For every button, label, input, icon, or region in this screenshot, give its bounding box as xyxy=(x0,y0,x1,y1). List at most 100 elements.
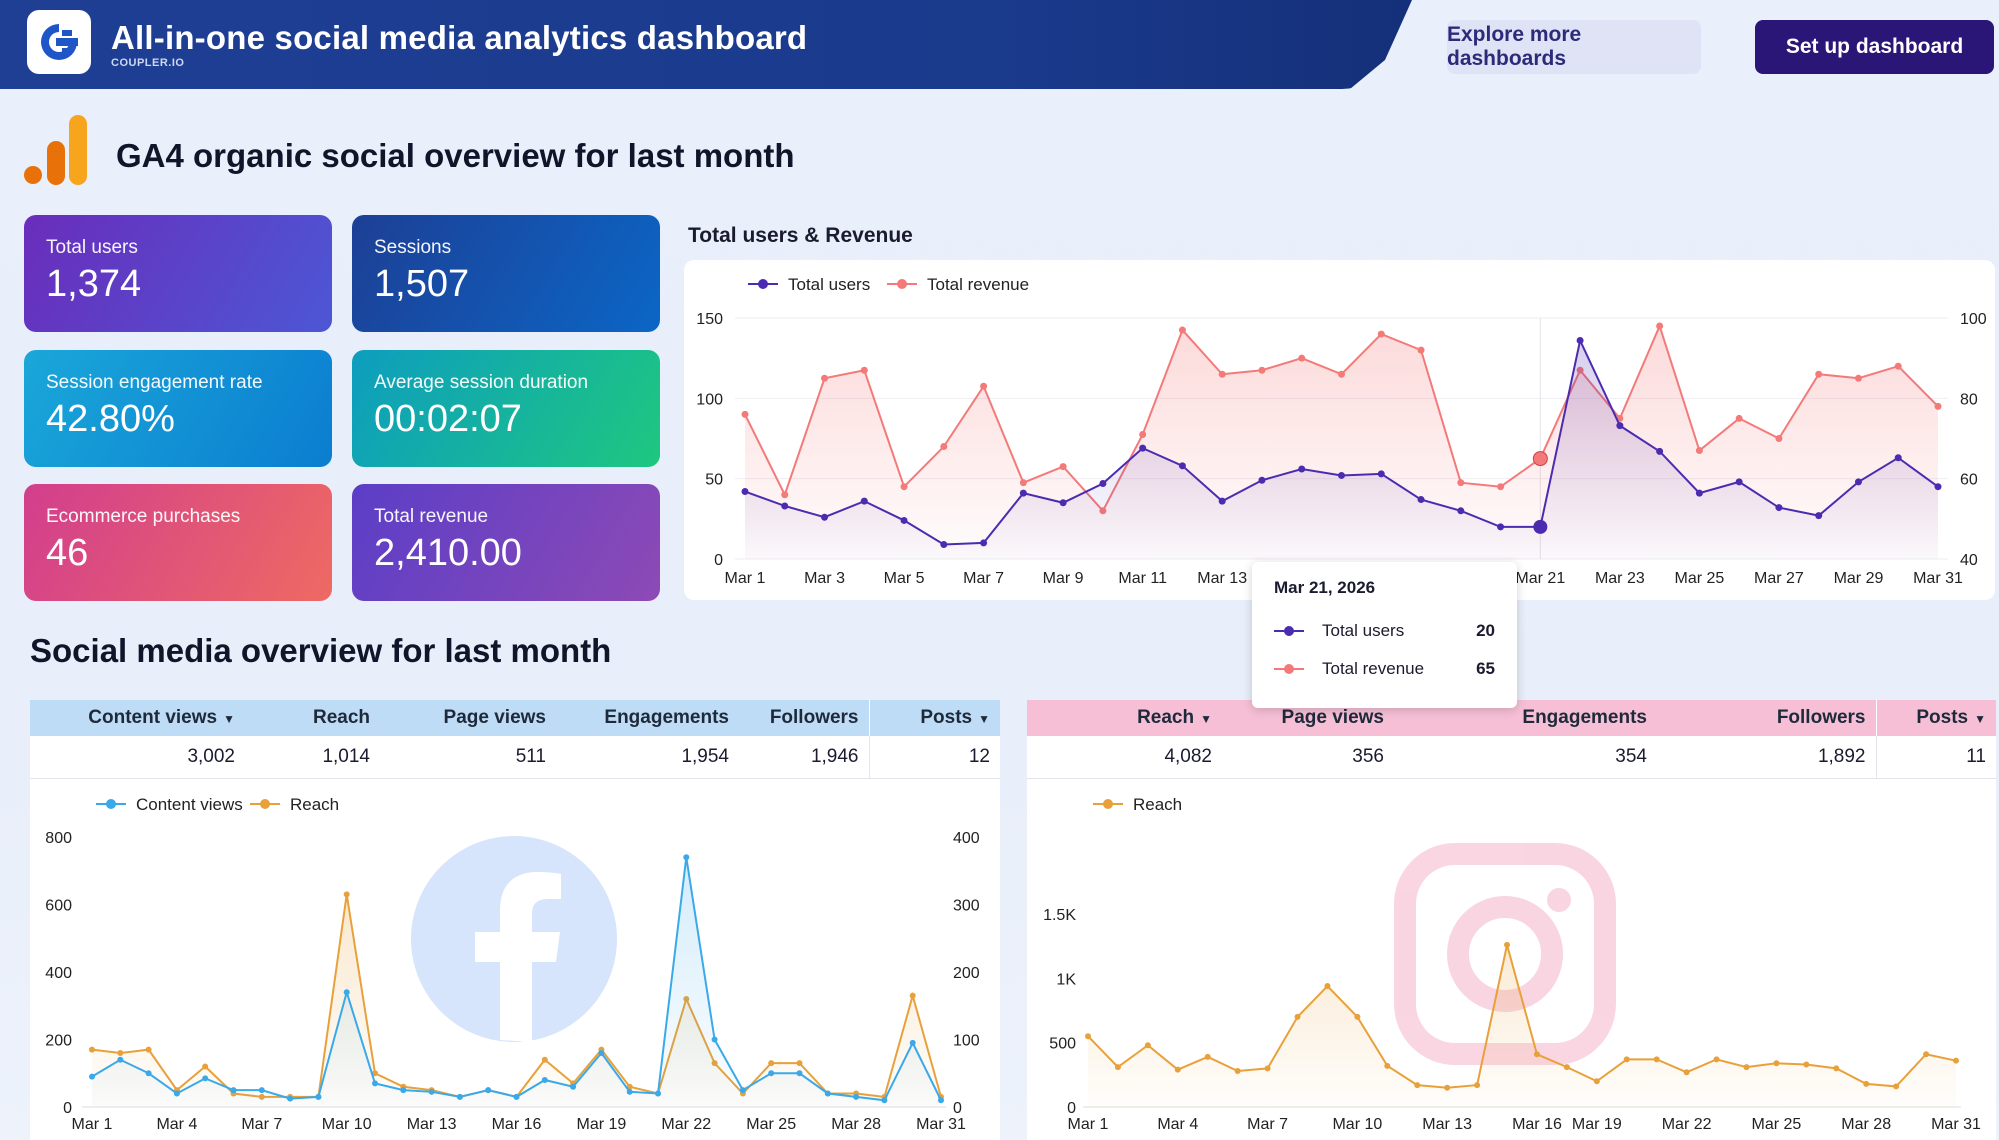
content-views-legend-marker xyxy=(106,798,116,809)
dashboard-title: All-in-one social media analytics dashbo… xyxy=(111,19,808,56)
content-views-series-point xyxy=(202,1074,209,1081)
col-header-reach[interactable]: Reach xyxy=(245,700,380,736)
revenue-series-point xyxy=(1775,435,1783,442)
kpi-value: 2,410.00 xyxy=(374,532,522,574)
coupler-logo[interactable] xyxy=(27,10,91,74)
content-views-series-point xyxy=(145,1069,152,1076)
x-tick-label: Mar 16 xyxy=(492,1116,542,1133)
revenue-series-point xyxy=(821,374,829,382)
col-header-engagements[interactable]: Engagements xyxy=(1394,700,1657,736)
reach-series-point xyxy=(1264,1064,1271,1071)
x-tick-label: Mar 13 xyxy=(1422,1116,1472,1133)
kpi-engagement-rate: Session engagement rate 42.80% xyxy=(24,350,332,467)
users-series-point xyxy=(980,539,988,547)
users-series-point xyxy=(1775,504,1783,512)
reach-series-point xyxy=(1653,1055,1660,1062)
reach-series-point xyxy=(372,1069,378,1076)
google-analytics-icon xyxy=(24,115,87,185)
x-tick-label: Mar 28 xyxy=(1841,1116,1891,1133)
explore-dashboards-button[interactable]: Explore more dashboards xyxy=(1447,20,1701,74)
y-right-tick-label: 200 xyxy=(953,965,980,982)
col-header-engagements[interactable]: Engagements xyxy=(556,700,739,736)
content-views-series-point xyxy=(287,1095,294,1102)
users-series-point xyxy=(1656,447,1664,455)
reach-legend-marker xyxy=(1103,798,1113,809)
users-revenue-chart-title: Total users & Revenue xyxy=(688,224,913,247)
social-section-title: Social media overview for last month xyxy=(30,632,612,669)
reach-legend-label: Reach xyxy=(290,795,339,814)
content-views-legend-label: Content views xyxy=(136,795,243,814)
col-header-posts[interactable]: Posts ▼ xyxy=(868,700,1000,736)
revenue-series-point xyxy=(1218,370,1226,378)
x-tick-label: Mar 10 xyxy=(322,1116,372,1133)
instagram-chart[interactable]: 0 500 1K 1.5K Mar 1 Mar 4 Mar 7 Mar 10 Mar 13 Mar… xyxy=(1027,779,1996,1140)
reach-series-point xyxy=(1563,1063,1570,1070)
users-series-point xyxy=(1616,422,1624,430)
content-views-series-point xyxy=(938,1096,944,1103)
col-header-followers[interactable]: Followers xyxy=(1657,700,1876,736)
users-series-area xyxy=(745,340,1938,559)
revenue-series-point xyxy=(1934,402,1942,410)
content-views-series-point xyxy=(683,853,690,860)
kpi-total-users: Total users 1,374 xyxy=(24,215,332,332)
kpi-label: Sessions xyxy=(374,237,452,258)
col-header-content-views[interactable]: Content views ▼ xyxy=(30,700,245,736)
revenue-series-point xyxy=(781,491,789,499)
x-tick-label: Mar 31 xyxy=(916,1116,966,1133)
reach-series-point xyxy=(1713,1055,1720,1062)
kpi-label: Total users xyxy=(46,237,138,258)
revenue-series-point xyxy=(1497,483,1505,491)
revenue-legend-marker xyxy=(897,279,907,289)
y-right-tick-label: 100 xyxy=(1960,311,1987,328)
reach-series-point xyxy=(343,890,350,897)
users-series-point xyxy=(900,516,908,524)
y-left-tick-label: 400 xyxy=(45,965,72,982)
kpi-total-revenue: Total revenue 2,410.00 xyxy=(352,484,660,601)
revenue-series-point xyxy=(1894,362,1902,370)
facebook-chart[interactable]: 0 200 400 600 800 0 100 200 300 400 Mar 1 Mar 4 Mar … xyxy=(30,779,1000,1140)
y-right-tick-label: 400 xyxy=(953,830,980,847)
users-revenue-chart-panel: 0 50 100 150 40 60 80 100 Mar 1 Mar 3 Mar 5 Mar 7 Ma… xyxy=(684,260,1995,600)
reach-series-point xyxy=(1593,1077,1600,1084)
users-marker-icon xyxy=(1274,626,1304,636)
x-tick-label: Mar 19 xyxy=(1572,1116,1622,1133)
reach-series-point xyxy=(1324,982,1331,989)
col-header-posts[interactable]: Posts ▼ xyxy=(1875,700,1996,736)
users-series-point xyxy=(1934,483,1942,491)
x-tick-label: Mar 4 xyxy=(156,1116,197,1133)
col-header-reach[interactable]: Reach ▼ xyxy=(1027,700,1222,736)
revenue-series-point xyxy=(1298,354,1306,362)
table-header-row: Content views ▼ Reach Page views Engageme… xyxy=(30,700,1000,736)
x-tick-label: Mar 25 xyxy=(1752,1116,1802,1133)
content-views-series-point xyxy=(513,1093,520,1100)
x-tick-label: Mar 23 xyxy=(1595,570,1645,587)
users-series-point xyxy=(1457,507,1465,515)
setup-dashboard-button[interactable]: Set up dashboard xyxy=(1755,20,1994,74)
sort-caret-icon: ▼ xyxy=(978,712,990,726)
cell-engagements: 1,954 xyxy=(556,736,739,779)
reach-series-point xyxy=(1444,1084,1451,1091)
x-tick-label: Mar 16 xyxy=(1512,1116,1562,1133)
revenue-series-point xyxy=(980,382,988,390)
users-revenue-chart[interactable]: 0 50 100 150 40 60 80 100 Mar 1 Mar 3 Mar 5 Mar 7 Ma… xyxy=(684,260,1995,600)
content-views-series-point xyxy=(173,1090,180,1096)
users-series-point xyxy=(821,513,829,521)
content-views-series-point xyxy=(258,1086,265,1093)
users-series-point xyxy=(1139,444,1147,452)
x-tick-label: Mar 13 xyxy=(407,1116,457,1133)
tooltip-series-value: 65 xyxy=(1476,659,1495,678)
coupler-logo-icon xyxy=(41,24,78,60)
y-left-tick-label: 0 xyxy=(714,552,723,569)
y-left-tick-label: 200 xyxy=(45,1032,72,1049)
col-header-page-views[interactable]: Page views xyxy=(380,700,556,736)
content-views-series-point xyxy=(824,1090,831,1096)
col-header-followers[interactable]: Followers xyxy=(739,700,869,736)
brand-subtitle: COUPLER.IO xyxy=(111,57,185,69)
users-series-point xyxy=(1695,489,1703,497)
reach-series-point xyxy=(1354,1013,1361,1020)
x-tick-label: Mar 4 xyxy=(1157,1116,1198,1133)
y-left-tick-label: 50 xyxy=(705,472,723,489)
kpi-label: Session engagement rate xyxy=(46,372,263,393)
y-right-tick-label: 100 xyxy=(953,1032,980,1049)
x-tick-label: Mar 13 xyxy=(1197,570,1247,587)
